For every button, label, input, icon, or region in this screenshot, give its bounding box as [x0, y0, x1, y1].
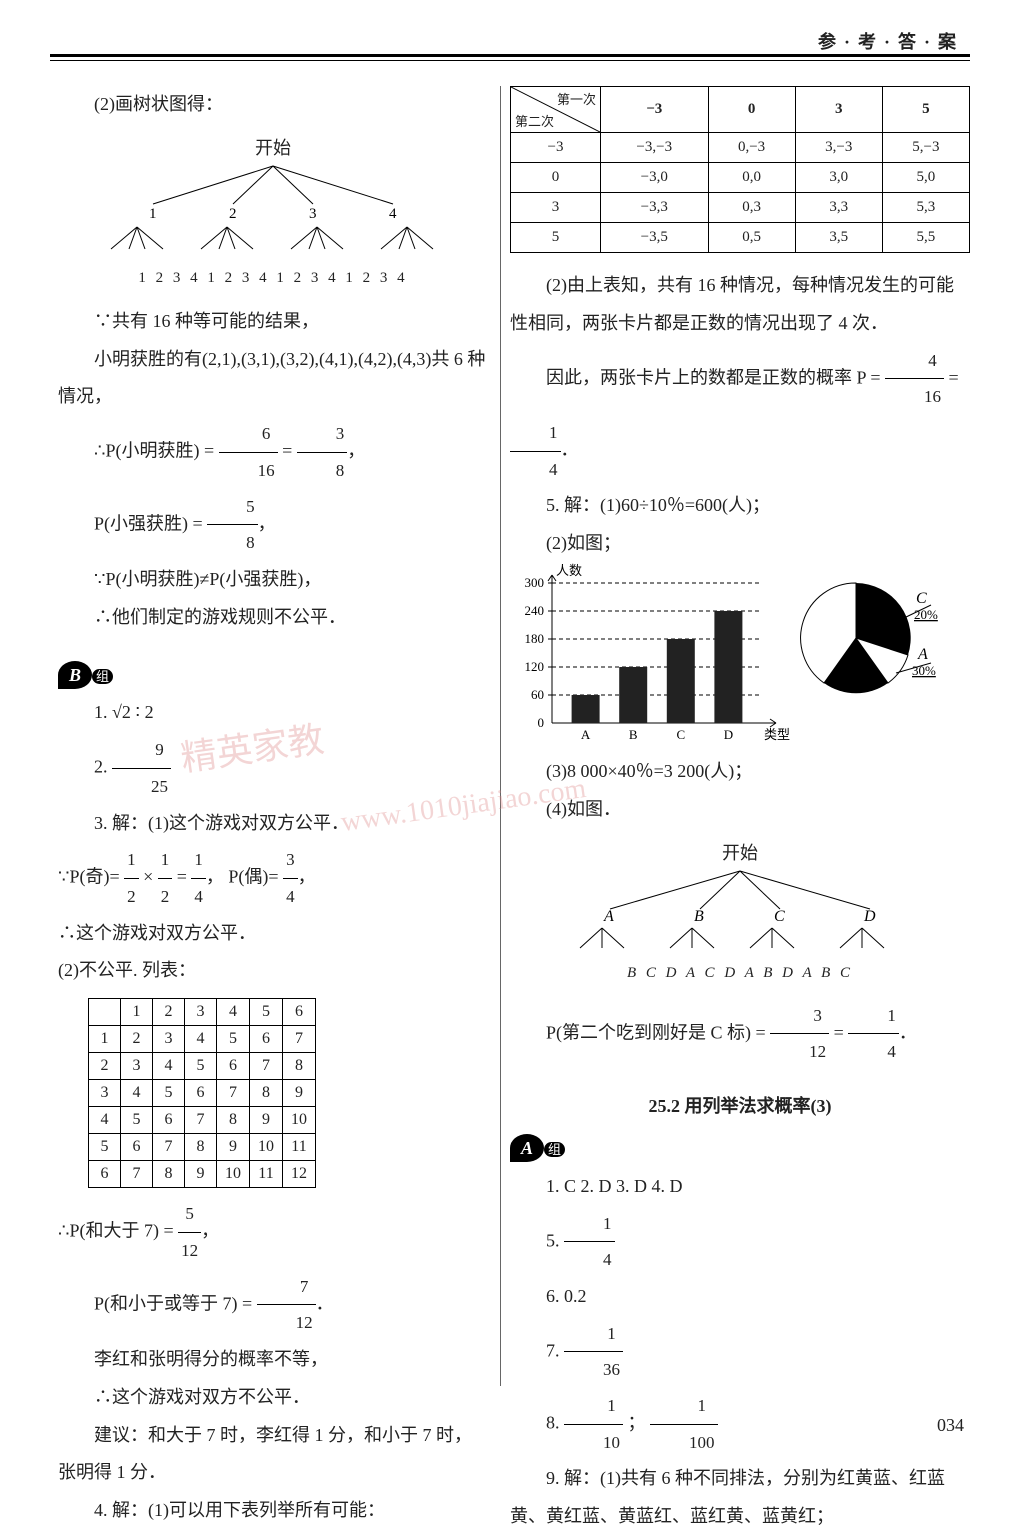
group-badge-a: A组 [510, 1130, 970, 1168]
text-line: 李红和张明得分的概率不等， [58, 1341, 488, 1379]
svg-text:180: 180 [525, 631, 545, 646]
badge-sub: 组 [544, 1142, 565, 1157]
formula-line: ∴P(小明获胜) = 616 = 38， [58, 416, 488, 488]
page-header: 参·考·答·案 [818, 28, 964, 54]
tree-root: 开始 [93, 134, 453, 160]
text-line: (2)不公平. 列表： [58, 952, 488, 990]
svg-text:B: B [694, 908, 704, 921]
tree-leaves: B C D A C D A B D A B C [550, 965, 930, 982]
text-line: (2)如图； [510, 525, 970, 563]
svg-text:3: 3 [309, 206, 317, 220]
pair-table: 第一次第二次−3035−3−3,−30,−33,−35,−30−3,00,03,… [510, 86, 970, 253]
svg-text:A: A [603, 908, 614, 921]
page-number: 034 [937, 1415, 964, 1436]
svg-text:D: D [724, 727, 733, 742]
text-line: (2)由上表知，共有 16 种情况，每种情况发生的可能性相同，两张卡片都是正数的… [510, 267, 970, 343]
section-title: 25.2 用列举法求概率(3) [510, 1092, 970, 1118]
text-line: 建议：和大于 7 时，李红得 1 分，和小于 7 时，张明得 1 分． [58, 1417, 488, 1493]
tree-root: 开始 [550, 839, 930, 865]
text-line: 5. 解：(1)60÷10％=600(人)； [510, 487, 970, 525]
answer-item: 6. 0.2 [510, 1278, 970, 1316]
tree2-svg: A B C D [560, 865, 920, 921]
text-line: ∴他们制定的游戏规则不公平． [58, 599, 488, 637]
svg-text:C: C [676, 727, 685, 742]
answer-item: 8. 110 ； 1100 [510, 1388, 970, 1460]
group-badge-b: B组 [58, 657, 488, 695]
fraction: 616 [219, 416, 278, 488]
tree-svg: 1 2 3 4 [113, 160, 433, 220]
formula-line: P(第二个吃到刚好是 C 标) = 312 = 14． [510, 998, 970, 1070]
label: ∴P(小明获胜) = [94, 441, 219, 461]
rule-thick [50, 54, 970, 57]
answer-item: 7. 136 [510, 1316, 970, 1388]
tree2-svg-2 [550, 926, 930, 956]
svg-text:2: 2 [229, 206, 237, 220]
svg-text:A: A [917, 646, 928, 663]
equals: = [282, 441, 297, 461]
svg-text:1: 1 [149, 206, 157, 220]
bar-chart: 人数类型 60 120 180 240 300 0 A B C D [510, 563, 790, 753]
column-divider [500, 86, 501, 1386]
svg-text:240: 240 [525, 603, 545, 618]
badge-b-icon: B [58, 661, 92, 689]
tree-diagram-2: 开始 A B C D B C D A C D A B D A B C [550, 839, 930, 982]
svg-text:D: D [863, 908, 876, 921]
svg-text:A: A [581, 727, 591, 742]
text-line: ∵P(小明获胜)≠P(小强获胜)， [58, 561, 488, 599]
svg-text:类型: 类型 [764, 727, 790, 742]
badge-a-icon: A [510, 1134, 544, 1162]
right-column: 第一次第二次−3035−3−3,−30,−33,−35,−30−3,00,03,… [510, 86, 970, 1536]
text-line: ∴这个游戏对双方不公平． [58, 1379, 488, 1417]
formula-line: P(和小于或等于 7) = 712． [58, 1269, 488, 1341]
pie-chart: C 20% A 30% [796, 563, 946, 713]
tree-svg-2 [93, 225, 453, 261]
text-line: 小明获胜的有(2,1),(3,1),(3,2),(4,1),(4,2),(4,3… [58, 341, 488, 417]
svg-text:300: 300 [525, 575, 545, 590]
formula-line: P(小强获胜) = 58， [58, 489, 488, 561]
svg-text:C: C [916, 590, 927, 607]
svg-text:C: C [774, 908, 785, 921]
answer-item: 9. 解：(1)共有 6 种不同排法，分别为红黄蓝、红蓝黄、黄红蓝、黄蓝红、蓝红… [510, 1460, 970, 1536]
svg-text:0: 0 [538, 715, 545, 730]
label: P(小强获胜) = [94, 513, 207, 533]
svg-text:20%: 20% [914, 607, 938, 622]
formula-line: 因此，两张卡片上的数都是正数的概率 P = 416 = 14． [510, 343, 970, 488]
rule-thin [50, 60, 970, 61]
svg-text:B: B [629, 727, 638, 742]
answer-item: 5. 14 [510, 1206, 970, 1278]
svg-text:30%: 30% [912, 663, 936, 678]
fraction: 38 [297, 416, 348, 488]
answer-item: 1. C 2. D 3. D 4. D [510, 1168, 970, 1206]
svg-text:120: 120 [525, 659, 545, 674]
formula-line: ∴P(和大于 7) = 512， [58, 1196, 488, 1268]
tree-leaves: 1 2 3 4 1 2 3 4 1 2 3 4 1 2 3 4 [93, 270, 453, 287]
fraction: 58 [207, 489, 258, 561]
text-line: (2)画树状图得： [58, 86, 488, 124]
sum-table: 1234561234567234567834567894567891056789… [88, 998, 316, 1188]
svg-text:人数: 人数 [556, 563, 582, 578]
formula-line: ∵P(奇)= 12 × 12 = 14， P(偶)= 34， [58, 842, 488, 914]
svg-text:60: 60 [531, 687, 544, 702]
badge-sub: 组 [92, 669, 113, 684]
text-line: ∵共有 16 种等可能的结果， [58, 303, 488, 341]
svg-text:4: 4 [389, 206, 397, 220]
fraction: 925 [112, 732, 171, 804]
tree-diagram: 开始 1 2 3 4 1 2 3 4 1 2 3 4 1 2 3 4 1 2 3… [93, 134, 453, 287]
text-line: 4. 解：(1)可以用下表列举所有可能： [58, 1492, 488, 1530]
text-line: ∴这个游戏对双方公平． [58, 915, 488, 953]
